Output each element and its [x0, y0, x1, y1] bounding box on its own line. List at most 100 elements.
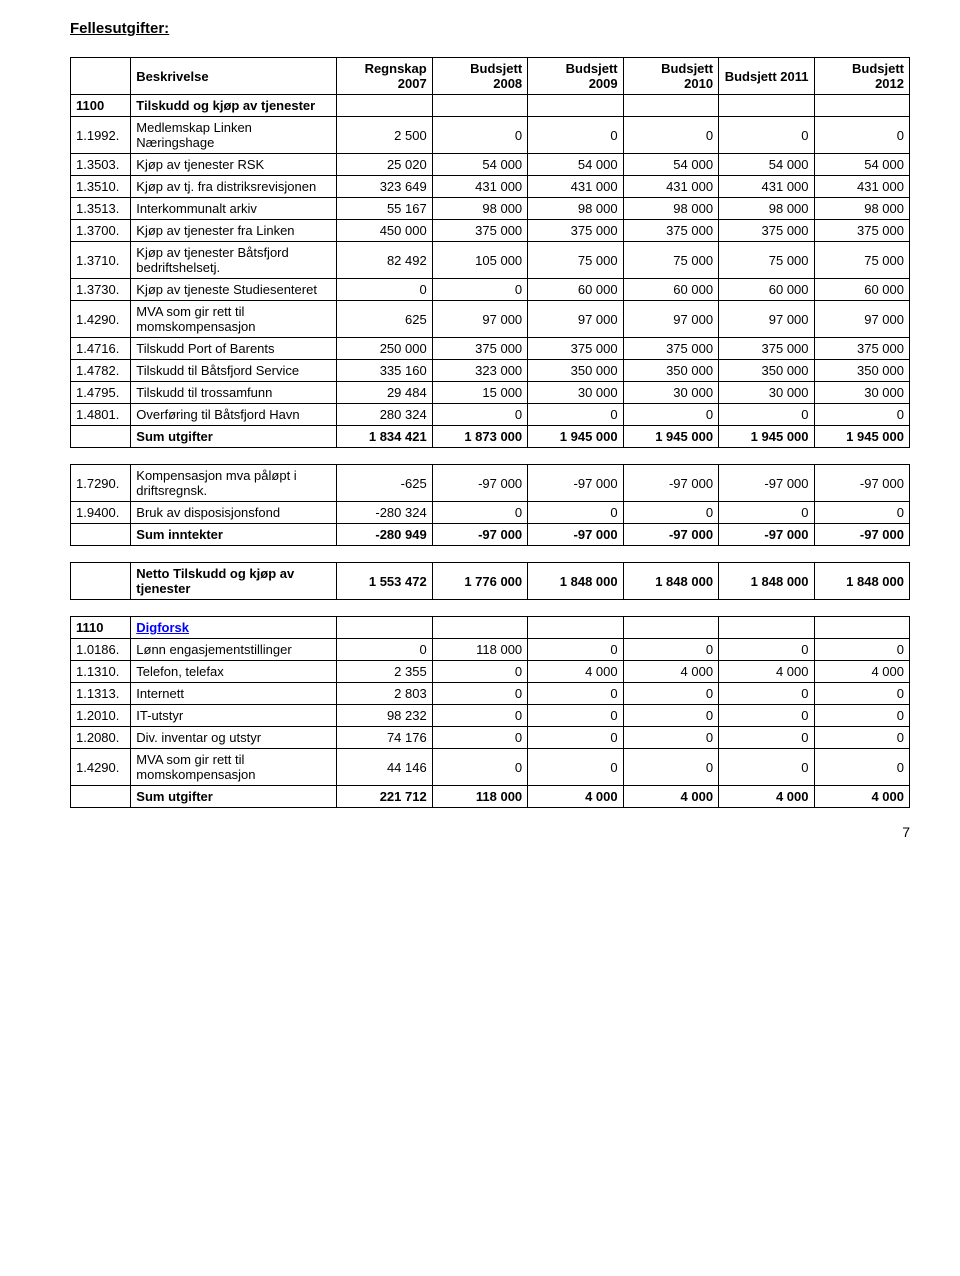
row-code: 1.1992.	[71, 117, 131, 154]
row-value: 0	[719, 117, 814, 154]
table-row: 1.4795.Tilskudd til trossamfunn29 48415 …	[71, 382, 910, 404]
row-desc: Kompensasjon mva påløpt i driftsregnsk.	[131, 465, 337, 502]
sum-value: 1 834 421	[337, 426, 432, 448]
row-value: 375 000	[814, 220, 909, 242]
row-value: 0	[814, 639, 909, 661]
blank-cell	[528, 617, 623, 639]
row-value: 323 649	[337, 176, 432, 198]
blank-cell	[814, 617, 909, 639]
row-value: 335 160	[337, 360, 432, 382]
blank-cell	[719, 617, 814, 639]
row-value: 0	[814, 117, 909, 154]
row-value: 30 000	[623, 382, 718, 404]
row-value: 0	[432, 749, 527, 786]
row-value: 97 000	[528, 301, 623, 338]
row-value: 97 000	[623, 301, 718, 338]
row-value: 375 000	[432, 220, 527, 242]
row-value: 4 000	[623, 661, 718, 683]
row-code: 1.4290.	[71, 301, 131, 338]
blank-cell	[337, 617, 432, 639]
table-netto: Netto Tilskudd og kjøp av tjenester 1 55…	[70, 562, 910, 600]
row-value: 2 355	[337, 661, 432, 683]
row-desc: Kjøp av tj. fra distriksrevisjonen	[131, 176, 337, 198]
blank-cell	[71, 786, 131, 808]
row-value: 350 000	[528, 360, 623, 382]
row-value: 0	[623, 639, 718, 661]
row-value: 60 000	[623, 279, 718, 301]
row-value: 0	[528, 404, 623, 426]
table-row: 1.1310.Telefon, telefax2 35504 0004 0004…	[71, 661, 910, 683]
row-value: -280 324	[337, 502, 432, 524]
row-value: 625	[337, 301, 432, 338]
table-row: 1.2080.Div. inventar og utstyr74 1760000…	[71, 727, 910, 749]
section-label: Tilskudd og kjøp av tjenester	[131, 95, 337, 117]
row-code: 1.4716.	[71, 338, 131, 360]
row-value: 0	[814, 705, 909, 727]
row-value: 98 000	[432, 198, 527, 220]
row-value: 0	[814, 502, 909, 524]
row-value: 97 000	[814, 301, 909, 338]
table-row: 1.3503.Kjøp av tjenester RSK25 02054 000…	[71, 154, 910, 176]
page-title: Fellesutgifter:	[70, 20, 910, 37]
row-desc: Tilskudd Port of Barents	[131, 338, 337, 360]
table-header-row: Beskrivelse Regnskap 2007 Budsjett 2008 …	[71, 58, 910, 95]
section-label-link[interactable]: Digforsk	[131, 617, 337, 639]
row-value: 0	[623, 705, 718, 727]
row-desc: Interkommunalt arkiv	[131, 198, 337, 220]
row-value: 0	[719, 502, 814, 524]
row-value: 350 000	[719, 360, 814, 382]
row-value: 15 000	[432, 382, 527, 404]
table-row: 1.2010.IT-utstyr98 23200000	[71, 705, 910, 727]
row-value: -97 000	[814, 465, 909, 502]
row-desc: Kjøp av tjenester RSK	[131, 154, 337, 176]
row-value: 0	[528, 502, 623, 524]
row-value: 0	[623, 502, 718, 524]
row-value: 54 000	[528, 154, 623, 176]
row-value: 74 176	[337, 727, 432, 749]
row-value: 0	[719, 705, 814, 727]
row-value: 375 000	[432, 338, 527, 360]
row-value: 0	[719, 404, 814, 426]
sum-value: -97 000	[623, 524, 718, 546]
table-row: 1.0186.Lønn engasjementstillinger0118 00…	[71, 639, 910, 661]
row-value: 0	[337, 639, 432, 661]
section-row: 1110 Digforsk	[71, 617, 910, 639]
row-value: 75 000	[719, 242, 814, 279]
row-value: 30 000	[528, 382, 623, 404]
row-value: -97 000	[719, 465, 814, 502]
row-code: 1.1310.	[71, 661, 131, 683]
row-value: 75 000	[814, 242, 909, 279]
row-code: 1.4801.	[71, 404, 131, 426]
row-value: 0	[432, 117, 527, 154]
col-budsjett-2011: Budsjett 2011	[719, 58, 814, 95]
row-value: 98 232	[337, 705, 432, 727]
sum-value: -97 000	[719, 524, 814, 546]
row-value: 2 803	[337, 683, 432, 705]
row-value: 4 000	[528, 661, 623, 683]
table-row: 1.4290.MVA som gir rett til momskompensa…	[71, 749, 910, 786]
row-code: 1.4782.	[71, 360, 131, 382]
sum-value: 221 712	[337, 786, 432, 808]
table-row: 1.3730.Kjøp av tjeneste Studiesenteret00…	[71, 279, 910, 301]
row-value: -625	[337, 465, 432, 502]
row-value: 4 000	[719, 661, 814, 683]
section-code: 1110	[71, 617, 131, 639]
row-value: 54 000	[623, 154, 718, 176]
row-value: 0	[432, 661, 527, 683]
blank-cell	[432, 617, 527, 639]
row-value: -97 000	[432, 465, 527, 502]
row-desc: Lønn engasjementstillinger	[131, 639, 337, 661]
col-desc: Beskrivelse	[131, 58, 337, 95]
table-row: 1.4782.Tilskudd til Båtsfjord Service335…	[71, 360, 910, 382]
col-budsjett-2010: Budsjett 2010	[623, 58, 718, 95]
row-desc: MVA som gir rett til momskompensasjon	[131, 301, 337, 338]
blank-cell	[528, 95, 623, 117]
table-row: 1.1992.Medlemskap Linken Næringshage2 50…	[71, 117, 910, 154]
row-value: 0	[623, 727, 718, 749]
sum-value: 1 873 000	[432, 426, 527, 448]
row-desc: MVA som gir rett til momskompensasjon	[131, 749, 337, 786]
sum-value: 4 000	[814, 786, 909, 808]
netto-value: 1 776 000	[432, 563, 527, 600]
table-row: 1.7290.Kompensasjon mva påløpt i driftsr…	[71, 465, 910, 502]
row-value: 97 000	[432, 301, 527, 338]
